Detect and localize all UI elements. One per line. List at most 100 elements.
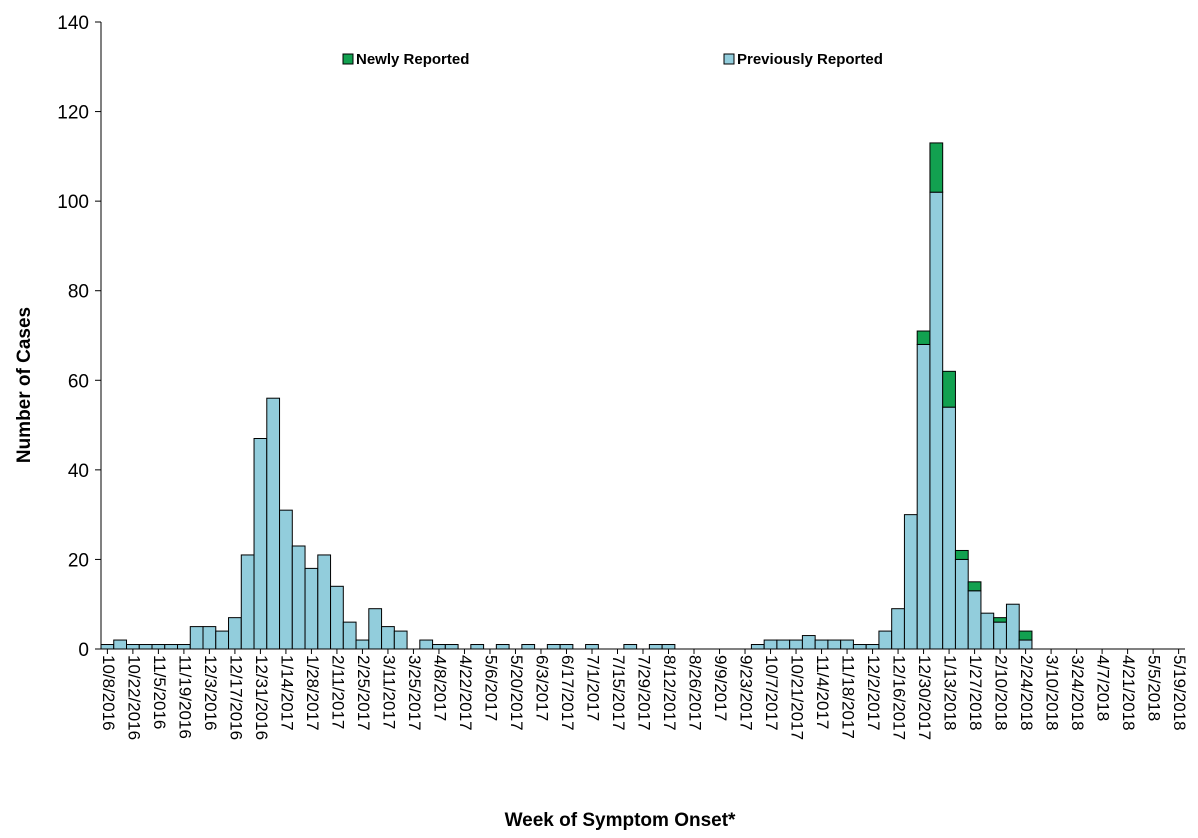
x-tick-label: 11/18/2017 (839, 655, 858, 739)
bar-segment (776, 639, 791, 650)
x-tick-label: 4/8/2017 (430, 655, 449, 721)
bar-segment (954, 558, 969, 650)
bar-segment (393, 630, 408, 650)
y-tick-label: 40 (68, 461, 89, 482)
x-tick-label: 3/11/2017 (379, 655, 398, 729)
bar-segment (368, 608, 383, 650)
x-tick-label: 7/29/2017 (635, 655, 654, 731)
x-tick-label: 4/22/2017 (456, 655, 475, 731)
bar-segment (228, 617, 242, 650)
bar-segment (113, 639, 128, 650)
legend-label: Newly Reported (356, 51, 469, 68)
bar-segment (470, 644, 485, 650)
bar-segment (444, 644, 459, 650)
bar-segment (189, 626, 204, 650)
bar-segment (355, 639, 370, 650)
bar-segment (202, 626, 217, 650)
x-tick-label: 6/17/2017 (558, 655, 577, 731)
bar-segment (891, 608, 905, 650)
y-tick-label: 60 (68, 371, 89, 392)
x-tick-label: 1/14/2017 (277, 655, 296, 731)
bar-segment (266, 397, 281, 650)
x-tick-label: 9/23/2017 (737, 655, 756, 731)
bar-segment (164, 644, 179, 650)
y-tick-label: 140 (57, 13, 89, 34)
y-tick-label: 120 (57, 103, 89, 124)
bar-segment (1018, 639, 1033, 650)
x-tick-label: 5/5/2018 (1145, 655, 1164, 721)
y-tick-label: 0 (78, 640, 89, 661)
bar-segment (381, 626, 395, 650)
bar-segment (432, 644, 446, 650)
x-tick-label: 10/7/2017 (762, 655, 781, 731)
bar-segment (317, 554, 332, 650)
bar-segment (929, 142, 944, 193)
bar-segment (789, 639, 803, 650)
bar-segment (419, 639, 434, 650)
x-tick-label: 2/10/2018 (992, 655, 1011, 731)
bar-segment (942, 370, 956, 408)
bar-segment (151, 644, 166, 650)
x-tick-label: 4/21/2018 (1119, 655, 1138, 731)
x-tick-label: 11/5/2016 (150, 655, 169, 729)
bar-segment (852, 644, 867, 650)
bar-segment (215, 630, 230, 650)
bar-segment (967, 590, 982, 650)
bar-segment (980, 612, 995, 650)
bar-segment (916, 343, 931, 650)
legend-label: Previously Reported (737, 51, 883, 68)
x-tick-label: 11/19/2016 (175, 655, 194, 739)
bar-segment (814, 639, 829, 650)
x-tick-label: 12/31/2016 (252, 655, 271, 740)
x-tick-label: 1/27/2018 (966, 655, 985, 731)
bar-segment (279, 509, 293, 650)
x-tick-label: 6/3/2017 (532, 655, 551, 721)
x-tick-label: 12/30/2017 (915, 655, 934, 740)
bar-segment (827, 639, 842, 650)
bar-segment (495, 644, 510, 650)
x-tick-label: 1/13/2018 (941, 655, 960, 731)
bar-segment (916, 330, 931, 345)
legend-swatch (342, 53, 354, 65)
bar-segment (993, 621, 1007, 650)
x-tick-label: 7/1/2017 (584, 655, 603, 721)
bar-segment (648, 644, 663, 650)
bar-segment (750, 644, 765, 650)
bar-segment (100, 644, 115, 650)
bar-segment (967, 581, 982, 592)
x-tick-label: 11/4/2017 (813, 655, 832, 729)
x-tick-label: 1/28/2017 (303, 655, 322, 731)
bar-segment (840, 639, 854, 650)
y-axis-title: Number of Cases (14, 307, 35, 463)
x-tick-label: 8/26/2017 (686, 655, 705, 731)
bar-segment (342, 621, 357, 650)
bar-segment (942, 406, 956, 650)
x-tick-label: 2/11/2017 (328, 655, 347, 729)
bar-segment (878, 630, 893, 650)
legend-swatch (723, 53, 735, 65)
bar-segment (1005, 603, 1020, 650)
x-tick-label: 3/25/2017 (405, 655, 424, 731)
bar-segment (623, 644, 638, 650)
bar-segment (865, 644, 880, 650)
y-tick-label: 20 (68, 550, 89, 571)
bar-segment (330, 585, 344, 650)
x-tick-label: 12/17/2016 (226, 655, 245, 740)
y-tick-label: 80 (68, 282, 89, 303)
x-tick-label: 5/20/2017 (507, 655, 526, 731)
bar-segment (177, 644, 191, 650)
bar-segment (763, 639, 778, 650)
x-tick-label: 10/22/2016 (124, 655, 143, 740)
x-tick-label: 5/6/2017 (481, 655, 500, 721)
bar-segment (903, 514, 918, 650)
bar-segment (585, 644, 599, 650)
x-tick-label: 2/24/2018 (1017, 655, 1036, 731)
bar-segment (291, 545, 306, 650)
bar-segment (1018, 630, 1033, 641)
bar-segment (521, 644, 536, 650)
x-tick-label: 10/21/2017 (788, 655, 807, 740)
bar-segment (126, 644, 140, 650)
bar-segment (546, 644, 561, 650)
bar-segment (253, 438, 268, 650)
